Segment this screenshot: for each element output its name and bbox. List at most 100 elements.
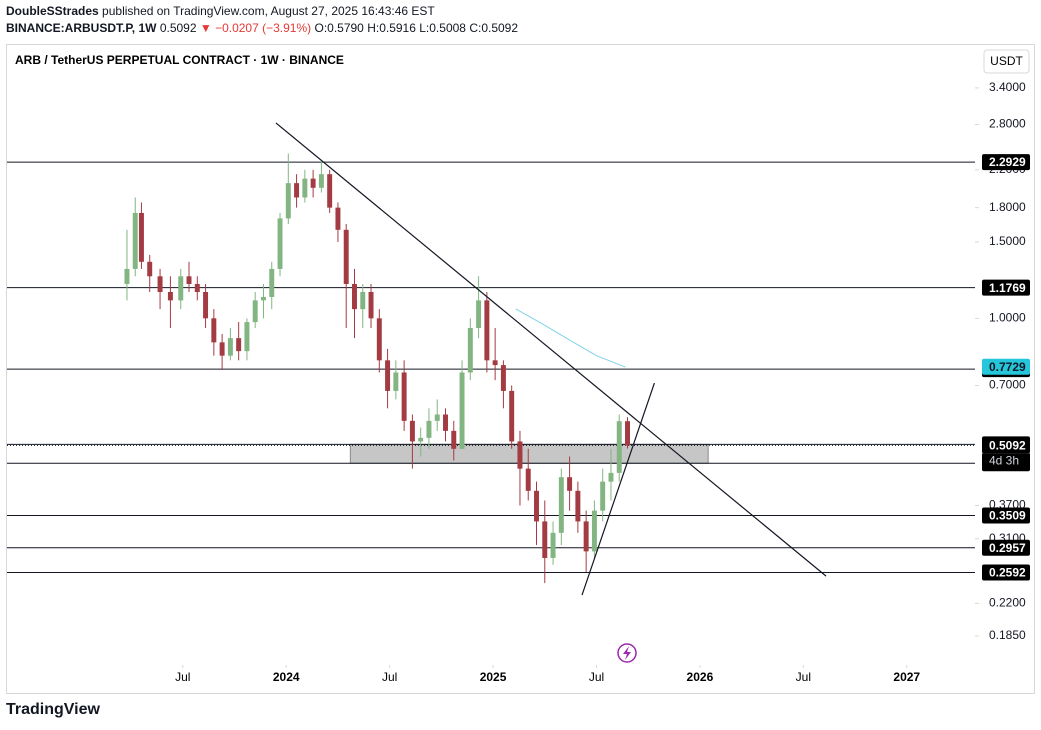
ma-label: 0.7729 [989, 360, 1026, 374]
candle-body [418, 437, 424, 442]
moving-average [515, 308, 626, 368]
candle-body [459, 372, 465, 449]
candle-body [625, 421, 630, 446]
candle-body [451, 430, 457, 449]
footer: TradingView [6, 701, 100, 719]
candle-body [227, 338, 233, 356]
currency-button[interactable] [983, 49, 1030, 74]
change: ▼ −0.0207 (−3.91%) [199, 21, 312, 35]
candle-body [132, 212, 138, 269]
candle-body [269, 268, 275, 297]
y-tick-label: 2.8000 [989, 117, 1026, 131]
publisher: DoubleSStrades [6, 4, 99, 18]
candle-body [517, 441, 523, 469]
candle-body [600, 481, 606, 511]
candle-body [294, 183, 300, 198]
last-price-label: 0.5092 [989, 439, 1026, 453]
x-tick-label: Jul [382, 670, 397, 684]
candle-body [484, 300, 490, 361]
y-tick-label: 1.0000 [989, 310, 1026, 324]
y-tick-label: 0.2200 [989, 596, 1026, 610]
zone [349, 443, 709, 464]
candle-body [327, 174, 333, 208]
candle-body [492, 360, 498, 366]
candle-body [616, 421, 622, 473]
candle-body [558, 477, 564, 533]
publish-line: DoubleSStrades published on TradingView.… [6, 3, 518, 20]
level-label-box [982, 279, 1030, 296]
x-tick-label: Jul [175, 670, 190, 684]
candle-body [360, 291, 366, 310]
candle-body [335, 207, 341, 230]
countdown-box [982, 453, 1030, 469]
x-tick-label: 2026 [687, 670, 714, 684]
level-label-box [982, 539, 1030, 556]
candle-body [157, 276, 163, 292]
candle-body [318, 174, 324, 188]
candle-body [608, 472, 614, 482]
candle-body [550, 532, 556, 558]
brand: TradingView [6, 701, 100, 718]
candle-body [476, 300, 482, 328]
last-price-label-box [982, 437, 1030, 454]
event-icon[interactable] [617, 643, 637, 663]
candle-body [534, 490, 539, 522]
candle-body [500, 365, 506, 391]
candle-body [285, 183, 291, 219]
candle-body [147, 261, 153, 277]
candle-body [167, 291, 173, 301]
low: L:0.5008 [419, 21, 466, 35]
published: published on TradingView.com, August 27,… [102, 4, 435, 18]
y-tick-label: 1.5000 [989, 234, 1026, 248]
level-label-box [982, 564, 1030, 581]
level-label: 0.2592 [989, 566, 1026, 580]
candle-body [385, 360, 391, 391]
candle-body [401, 372, 407, 421]
candle-body [194, 283, 200, 292]
candle-body [138, 212, 144, 262]
candle-body [252, 300, 258, 323]
candle-body [352, 283, 357, 310]
frame [6, 44, 1035, 694]
candle-body [219, 342, 225, 356]
candle-body [277, 218, 283, 269]
candle-body [409, 420, 415, 442]
high: H:0.5916 [367, 21, 416, 35]
level-label-box [982, 507, 1030, 524]
x-tick-label: Jul [796, 670, 811, 684]
x-tick-label: 2025 [480, 670, 507, 684]
candle-body [525, 468, 531, 491]
candle-body [186, 276, 192, 284]
currency-label[interactable]: USDT [990, 54, 1023, 68]
candle-body [203, 291, 209, 319]
candle-body [467, 327, 473, 373]
candle-body [575, 490, 581, 522]
quote-line: BINANCE:ARBUSDT.P, 1W 0.5092 ▼ −0.0207 (… [6, 20, 518, 37]
open: O:0.5790 [314, 21, 364, 35]
candle-body [343, 229, 349, 284]
level-label-box [982, 154, 1030, 171]
y-tick-label: 1.8000 [989, 200, 1026, 214]
trendline [581, 382, 655, 596]
ma-label-box [982, 358, 1030, 375]
trendline [275, 122, 827, 577]
candle-body [434, 414, 440, 421]
candle-body [426, 420, 432, 438]
candle-body [591, 510, 597, 552]
candle-body [178, 276, 184, 301]
candle-body [393, 372, 399, 391]
level-label: 0.2957 [989, 541, 1026, 555]
candle-body [124, 268, 130, 284]
candle-body [509, 390, 515, 442]
countdown: 4d 3h [989, 454, 1019, 468]
candle-body [236, 338, 242, 352]
close: C:0.5092 [469, 21, 519, 35]
y-tick-label: 3.4000 [989, 80, 1026, 94]
candle-body [368, 291, 374, 319]
candle-body [542, 521, 548, 558]
candle-body [302, 178, 308, 198]
x-tick-label: Jul [589, 670, 604, 684]
candle-body [567, 477, 573, 491]
level-label: 1.1769 [989, 281, 1026, 295]
